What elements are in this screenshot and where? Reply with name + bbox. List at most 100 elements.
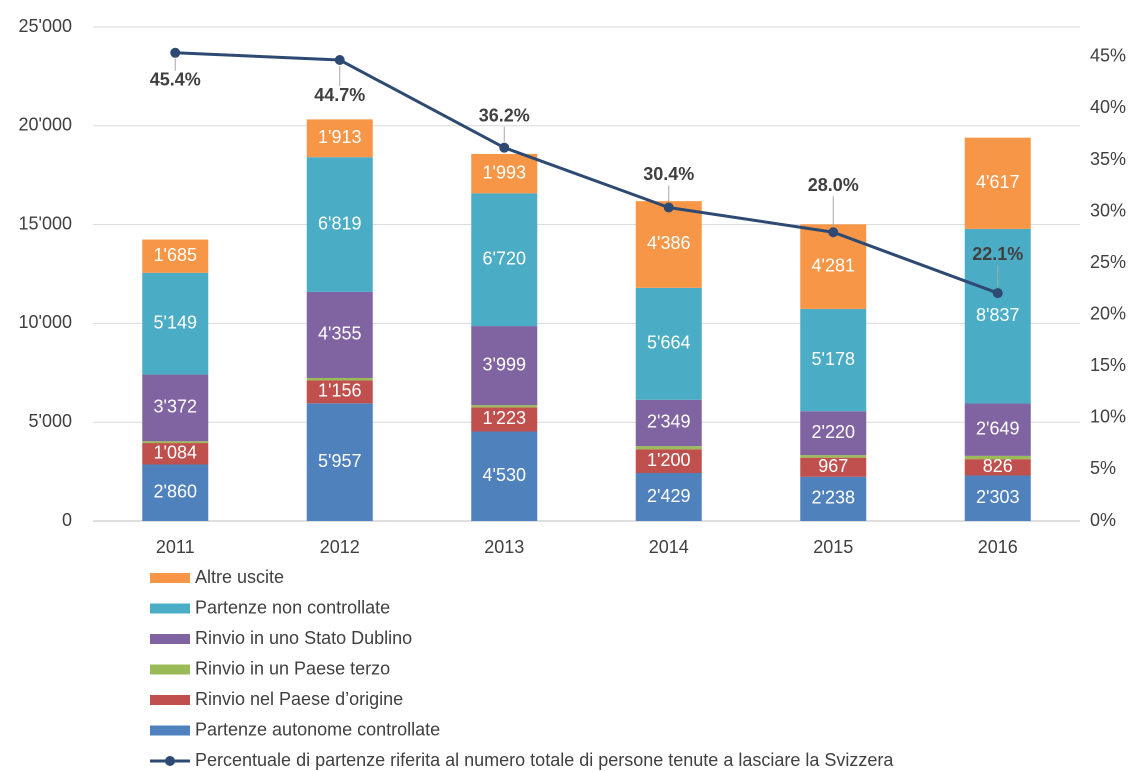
y2-tick-label: 20% [1090, 303, 1126, 323]
bar-segment [964, 228, 1031, 404]
bar-segment [471, 431, 538, 521]
x-tick-label: 2014 [649, 537, 689, 557]
legend-swatch [150, 664, 190, 675]
bar-value-label: 826 [983, 456, 1013, 476]
bar-segment [471, 326, 538, 406]
bar-segment [306, 377, 373, 381]
legend-swatch [150, 603, 190, 614]
bar-segment [800, 411, 867, 456]
bar-value-label: 5'664 [647, 333, 690, 353]
bar-segment [142, 464, 209, 521]
bar-segment [635, 446, 702, 450]
bar-value-label: 2'860 [154, 481, 197, 501]
bar-segment [306, 291, 373, 378]
line-series [175, 51, 999, 295]
bar-segment [964, 455, 1031, 460]
bar-value-label: 1'685 [154, 245, 197, 265]
bar-value-label: 5'957 [318, 451, 361, 471]
x-tick-label: 2016 [978, 537, 1018, 557]
bar-value-label: 2'220 [812, 422, 855, 442]
y2-tick-label: 25% [1090, 252, 1126, 272]
line-value-label: 28.0% [808, 175, 859, 195]
bar-value-label: 6'720 [483, 248, 526, 268]
bar-segment [800, 308, 867, 412]
bar-value-label: 4'281 [812, 255, 855, 275]
bar-segment [142, 374, 209, 442]
y2-tick-label: 0% [1090, 510, 1116, 530]
legend-label: Partenze non controllate [195, 597, 390, 617]
bar-segment [635, 473, 702, 521]
legend-label: Partenze autonome controllate [195, 719, 440, 739]
bar-value-label: 4'355 [318, 324, 361, 344]
bar-segment [635, 449, 702, 474]
line-value-label: 45.4% [150, 70, 201, 90]
y-tick-label: 20'000 [19, 115, 73, 135]
bar-value-label: 1'223 [483, 408, 526, 428]
bar-value-label: 1'156 [318, 381, 361, 401]
legend-label: Altre uscite [195, 567, 284, 587]
x-tick-label: 2011 [156, 537, 195, 557]
bar-segment [964, 403, 1031, 456]
bar-segment [635, 399, 702, 447]
y2-tick-label: 5% [1090, 458, 1116, 478]
bar-value-label: 2'238 [812, 488, 855, 508]
bar-segment [306, 119, 373, 158]
bar-segment [306, 157, 373, 292]
y2-tick-label: 10% [1090, 407, 1126, 427]
bar-value-label: 2'303 [976, 487, 1019, 507]
bar-value-label: 4'617 [976, 172, 1019, 192]
x-tick-label: 2012 [320, 537, 360, 557]
legend-marker [165, 756, 175, 766]
legend-swatch [150, 634, 190, 644]
bar-segment [800, 224, 867, 309]
bar-value-label: 3'999 [483, 354, 526, 374]
y-tick-label: 10'000 [19, 312, 73, 332]
legend-label: Rinvio in uno Stato Dublino [195, 628, 412, 648]
line-point [499, 142, 510, 153]
x-tick-label: 2015 [813, 537, 853, 557]
bar-segment [471, 405, 538, 408]
legend-label: Rinvio nel Paese d’origine [195, 689, 403, 709]
bar-value-label: 6'819 [318, 213, 361, 233]
line-point [334, 55, 345, 66]
line-value-label: 36.2% [479, 105, 530, 125]
bar-value-label: 1'200 [647, 450, 690, 470]
bar-segment [142, 239, 209, 273]
legend-label: Rinvio in un Paese terzo [195, 658, 390, 678]
y2-tick-label: 35% [1090, 149, 1126, 169]
bar-value-label: 2'349 [647, 412, 690, 432]
y2-tick-label: 40% [1090, 97, 1126, 117]
bar-value-label: 5'178 [812, 349, 855, 369]
line-value-label: 30.4% [643, 164, 694, 184]
bar-segment [471, 193, 538, 327]
bar-segment [800, 476, 867, 521]
bar-segment [964, 475, 1031, 521]
x-tick-label: 2013 [484, 537, 524, 557]
bar-value-label: 2'649 [976, 418, 1019, 438]
bar-segment [471, 407, 538, 432]
y-tick-label: 0 [62, 510, 72, 530]
bar-value-label: 2'429 [647, 486, 690, 506]
bar-value-label: 5'149 [154, 312, 197, 332]
y-tick-label: 15'000 [19, 213, 73, 233]
bar-value-label: 967 [818, 456, 848, 476]
bar-segment [142, 443, 209, 465]
bar-segment [635, 201, 702, 288]
bar-segment [964, 137, 1031, 229]
legend-swatch [150, 573, 190, 583]
legend-swatch [150, 725, 190, 736]
bar-segment [142, 272, 209, 375]
bar-segment [800, 457, 867, 477]
y2-tick-label: 45% [1090, 46, 1126, 66]
y-tick-label: 25'000 [19, 16, 73, 36]
legend-swatch [150, 695, 190, 705]
bar-segment [964, 459, 1031, 476]
y2-tick-label: 30% [1090, 200, 1126, 220]
y-tick-label: 5'000 [29, 411, 72, 431]
bar-segment [306, 403, 373, 521]
bar-value-label: 1'913 [318, 127, 361, 147]
y2-tick-label: 15% [1090, 355, 1126, 375]
line-value-label: 22.1% [972, 244, 1023, 264]
bar-segment [635, 287, 702, 400]
